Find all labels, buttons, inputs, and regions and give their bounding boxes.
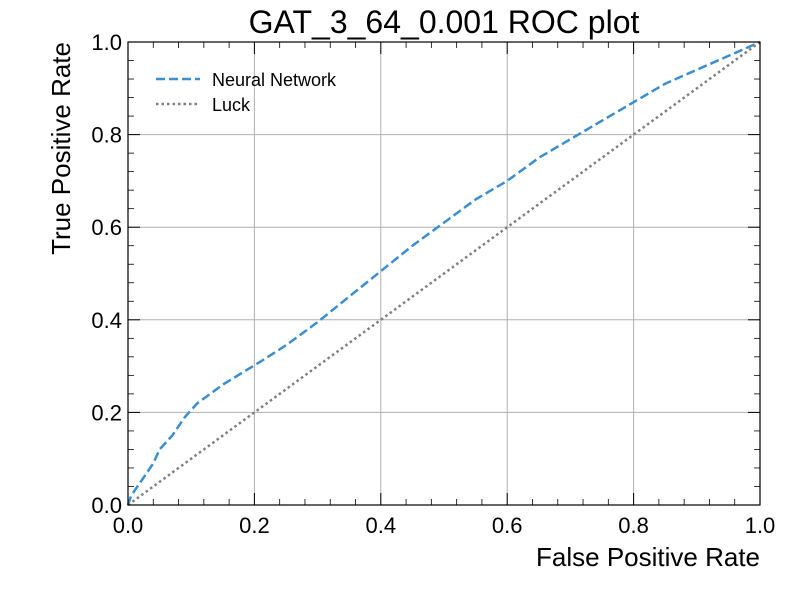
x-axis-label: False Positive Rate (536, 542, 760, 572)
legend-label: Luck (212, 95, 251, 115)
x-tick-labels: 0.0 0.2 0.4 0.6 0.8 1.0 (113, 513, 776, 538)
y-tick-label: 0.4 (91, 308, 122, 333)
x-tick-label: 0.4 (366, 513, 397, 538)
grid (128, 42, 760, 505)
series-group (126, 40, 761, 507)
x-tick-label: 0.2 (239, 513, 270, 538)
x-tick-label: 0.8 (618, 513, 649, 538)
axis-ticks (127, 41, 761, 506)
y-tick-label: 0.2 (91, 400, 122, 425)
x-tick-label: 0.6 (492, 513, 523, 538)
x-tick-label: 1.0 (745, 513, 776, 538)
series-line-neural-network (126, 40, 761, 506)
y-tick-label: 0.0 (91, 493, 122, 518)
y-tick-labels: 0.0 0.2 0.4 0.6 0.8 1.0 (91, 30, 122, 518)
y-tick-label: 0.6 (91, 215, 122, 240)
series-line-luck (127, 40, 761, 507)
legend-label: Neural Network (212, 70, 337, 90)
chart-title: GAT_3_64_0.001 ROC plot (249, 4, 640, 40)
y-tick-label: 0.8 (91, 123, 122, 148)
legend: Neural Network Luck (156, 70, 337, 115)
plot-frame (127, 41, 761, 506)
x-tick-label: 0.0 (113, 513, 144, 538)
y-axis-label: True Positive Rate (46, 42, 76, 255)
y-tick-label: 1.0 (91, 30, 122, 55)
